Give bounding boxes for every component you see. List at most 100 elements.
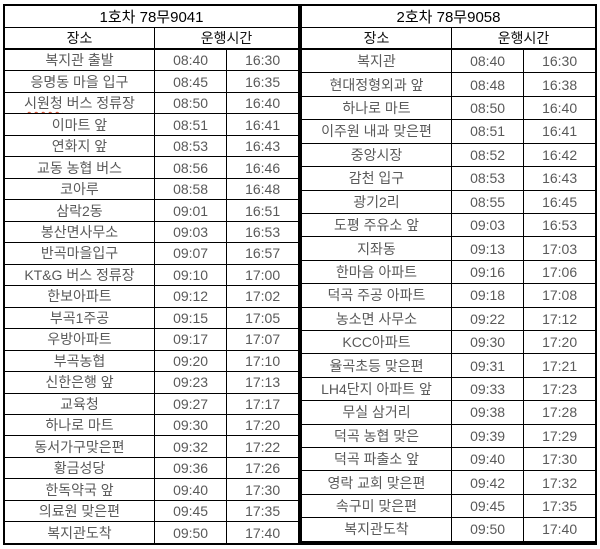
stop-name: 우방아파트 [3, 328, 155, 351]
stop-name: 덕곡 파출소 앞 [300, 446, 452, 472]
table-row: 복지관 출발 08:40 16:30 [3, 48, 300, 72]
afternoon-time: 16:53 [226, 220, 300, 244]
morning-time: 09:36 [153, 456, 228, 480]
afternoon-time: 16:48 [226, 177, 300, 201]
bus2-table-body: 복지관 08:40 16:30 현대정형외과 앞 08:48 16:38 하나로… [300, 48, 597, 545]
afternoon-time: 16:45 [523, 189, 597, 214]
afternoon-time: 17:32 [523, 470, 597, 495]
afternoon-time: 17:21 [523, 353, 597, 378]
morning-time [450, 541, 525, 545]
afternoon-time: 16:40 [523, 95, 597, 121]
stop-name: 영락 교회 맞은편 [300, 470, 452, 495]
table-row: 반곡마을입구 09:07 16:57 [3, 242, 300, 265]
table-row: 코아루 08:58 16:48 [3, 177, 300, 201]
morning-time: 08:45 [153, 70, 228, 93]
table-row [300, 540, 597, 543]
stop-name: 중앙시장 [300, 142, 452, 168]
stop-name: 이마트 앞 [3, 113, 155, 136]
table-row [300, 541, 597, 545]
stop-name: 속구미 맞은편 [300, 493, 452, 519]
afternoon-time: 17:03 [523, 236, 597, 261]
morning-time: 08:56 [153, 156, 228, 179]
afternoon-time: 17:20 [523, 329, 597, 355]
afternoon-time: 17:30 [226, 478, 300, 501]
table-row: 감천 입구 08:53 16:43 [300, 166, 597, 191]
stop-name: 농소면 사무소 [300, 306, 452, 331]
morning-time: 09:03 [450, 212, 525, 238]
morning-time: 09:42 [450, 470, 525, 495]
table-row: 하나로 마트 08:50 16:40 [300, 95, 597, 121]
table-row: 중앙시장 08:52 16:42 [300, 142, 597, 168]
afternoon-time: 16:38 [523, 72, 597, 97]
stop-name: 감천 입구 [300, 166, 452, 191]
bus2-title: 2호차 78무9058 [300, 4, 597, 28]
morning-time: 08:55 [450, 189, 525, 214]
afternoon-time: 17:22 [226, 435, 300, 458]
morning-time: 09:10 [153, 263, 228, 287]
column-header-place: 장소 [3, 27, 155, 50]
table-row: 삼락2동 09:01 16:51 [3, 199, 300, 222]
afternoon-time: 17:29 [523, 423, 597, 448]
table-row: 도평 주유소 앞 09:03 16:53 [300, 212, 597, 238]
stop-name: 덕곡 농협 맞은 [300, 423, 452, 448]
morning-time: 08:50 [450, 95, 525, 121]
stop-name: KT&G 버스 정류장 [3, 263, 155, 287]
table-row: 이주원 내과 맞은편 08:51 16:41 [300, 119, 597, 144]
morning-time: 09:18 [450, 283, 525, 308]
morning-time: 08:58 [153, 177, 228, 201]
stop-name: 복지관도착 [3, 521, 155, 545]
morning-time: 09:40 [450, 446, 525, 472]
stop-name: 광기2리 [300, 189, 452, 214]
stop-name: 반곡마을입구 [3, 242, 155, 265]
afternoon-time: 17:12 [523, 306, 597, 331]
table-row: 시원청 버스 정류장 08:50 16:40 [3, 91, 300, 115]
table-row: 신한은행 앞 09:23 17:13 [3, 371, 300, 394]
afternoon-time: 16:57 [226, 242, 300, 265]
afternoon-time: 17:17 [226, 392, 300, 415]
spellcheck-underlined-word: 시원청 [24, 95, 63, 112]
morning-time: 09:07 [153, 242, 228, 265]
stop-name: 삼락2동 [3, 199, 155, 222]
stop-name: 하나로 마트 [300, 95, 452, 121]
morning-time: 09:30 [450, 329, 525, 355]
bus1-table-body: 복지관 출발 08:40 16:30 응명동 마을 입구 08:45 16:35… [3, 48, 300, 545]
table-row: 교육청 09:27 17:17 [3, 392, 300, 415]
stop-name: 부곡1주공 [3, 306, 155, 330]
stop-name: 복지관도착 [300, 517, 452, 542]
stop-name: 한마음 아파트 [300, 259, 452, 285]
morning-time: 09:15 [153, 306, 228, 330]
morning-time: 09:40 [153, 478, 228, 501]
afternoon-time: 16:46 [226, 156, 300, 179]
stop-name: 동서가구맞은편 [3, 435, 155, 458]
morning-time: 08:51 [153, 113, 228, 136]
afternoon-time: 16:35 [226, 70, 300, 93]
stop-name: 코아루 [3, 177, 155, 201]
morning-time: 08:53 [450, 166, 525, 191]
afternoon-time: 16:40 [226, 91, 300, 115]
column-header-time: 운행시간 [450, 27, 597, 50]
bus1-column-header-row: 장소 운행시간 [3, 27, 300, 50]
stop-name: 부곡농협 [3, 349, 155, 373]
afternoon-time: 17:23 [523, 376, 597, 402]
morning-time: 08:53 [153, 134, 228, 158]
table-row: 응명동 마을 입구 08:45 16:35 [3, 70, 300, 93]
table-row: 동서가구맞은편 09:32 17:22 [3, 435, 300, 458]
morning-time: 09:23 [153, 371, 228, 394]
afternoon-time: 16:42 [523, 142, 597, 168]
afternoon-time: 17:08 [523, 283, 597, 308]
table-row: 지좌동 09:13 17:03 [300, 236, 597, 261]
afternoon-time: 16:51 [226, 199, 300, 222]
morning-time: 09:50 [450, 517, 525, 542]
table-row: 농소면 사무소 09:22 17:12 [300, 306, 597, 331]
table-row: 부곡1주공 09:15 17:05 [3, 306, 300, 330]
morning-time: 09:16 [450, 259, 525, 285]
table-row: 교동 농협 버스 08:56 16:46 [3, 156, 300, 179]
table-row: 광기2리 08:55 16:45 [300, 189, 597, 214]
table-row: 한마음 아파트 09:16 17:06 [300, 259, 597, 285]
morning-time: 09:50 [153, 521, 228, 545]
morning-time: 09:39 [450, 423, 525, 448]
afternoon-time: 17:40 [226, 521, 300, 545]
table-row: 의료원 맞은편 09:45 17:35 [3, 499, 300, 523]
morning-time: 08:52 [450, 142, 525, 168]
afternoon-time [523, 541, 597, 545]
